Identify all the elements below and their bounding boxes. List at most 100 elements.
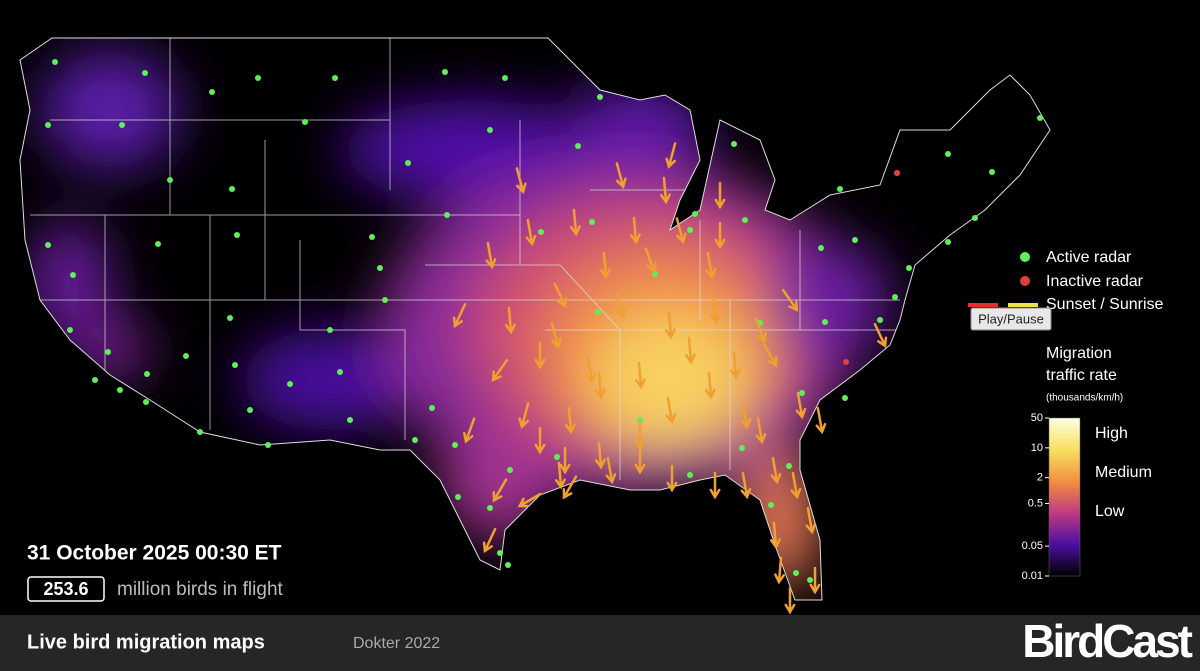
flight-arrow	[660, 176, 671, 205]
active-radar	[405, 160, 411, 166]
active-radar	[452, 442, 458, 448]
active-radar	[332, 75, 338, 81]
footer-title: Live bird migration maps	[27, 631, 265, 653]
active-radar	[455, 494, 461, 500]
active-radar	[52, 59, 58, 65]
active-radar	[989, 169, 995, 175]
active-radar	[742, 217, 748, 223]
active-radar	[234, 232, 240, 238]
active-radar	[687, 472, 693, 478]
active-radar	[906, 265, 912, 271]
flight-arrow	[809, 566, 821, 595]
sunset-symbol	[968, 303, 998, 307]
flight-arrow	[740, 401, 752, 430]
flight-arrow	[730, 351, 741, 380]
flight-arrow	[665, 396, 677, 425]
active-radar	[377, 265, 383, 271]
flight-arrow	[491, 358, 509, 382]
level-label: Medium	[1095, 464, 1152, 481]
active-radar	[45, 242, 51, 248]
active-radar	[972, 215, 978, 221]
flight-arrow	[795, 391, 807, 420]
flight-arrow	[565, 406, 576, 435]
level-label: Low	[1095, 503, 1125, 520]
active-radar	[842, 395, 848, 401]
active-radar	[197, 429, 203, 435]
scale-tick-label: 0.01	[1022, 570, 1043, 582]
legend-label: Active radar	[1046, 249, 1132, 266]
active-radar	[497, 550, 503, 556]
active-radar	[818, 245, 824, 251]
flight-arrow	[515, 167, 527, 194]
active-radar	[538, 229, 544, 235]
footer-credit: Dokter 2022	[353, 635, 440, 652]
active-radar	[229, 186, 235, 192]
active-radar	[209, 89, 215, 95]
flight-arrow	[675, 217, 687, 244]
flight-arrow	[600, 251, 611, 280]
active-radar	[595, 309, 601, 315]
flight-arrow	[555, 461, 566, 490]
flight-arrow	[805, 506, 817, 535]
active-radar	[852, 237, 858, 243]
flight-arrow	[685, 336, 696, 365]
active-radar	[144, 371, 150, 377]
flight-arrow	[534, 341, 546, 370]
flight-arrow	[714, 181, 726, 210]
scale-tick-label: 50	[1031, 412, 1043, 424]
active-radar	[1037, 115, 1043, 121]
brand-logo[interactable]: BirdCast	[1022, 615, 1195, 667]
inactive-radar-symbol	[1020, 276, 1030, 286]
flight-arrow	[770, 456, 782, 485]
flight-arrow	[559, 446, 571, 475]
active-radar	[119, 122, 125, 128]
flight-arrow	[784, 586, 796, 615]
count-box	[27, 576, 105, 602]
active-radar	[347, 417, 353, 423]
active-radar	[502, 75, 508, 81]
active-radar	[652, 271, 658, 277]
flight-arrow	[534, 426, 546, 455]
scale-ticks: 50 10 2 0.5 0.05 0.01	[1022, 412, 1049, 582]
flight-arrow	[605, 456, 617, 485]
active-radar	[183, 353, 189, 359]
flight-arrow	[709, 471, 721, 500]
active-radar	[892, 294, 898, 300]
flight-arrows	[452, 142, 888, 615]
flight-arrow	[740, 471, 752, 500]
flight-arrow	[595, 371, 606, 400]
flight-arrow	[570, 208, 581, 237]
active-radar	[505, 562, 511, 568]
flight-arrow	[505, 306, 516, 335]
active-radar	[327, 327, 333, 333]
active-radar	[739, 445, 745, 451]
play-pause-tooltip[interactable]	[970, 307, 1052, 331]
active-radar	[692, 211, 698, 217]
active-radar	[70, 272, 76, 278]
flight-arrow	[634, 446, 646, 475]
scale-title: traffic rate	[1046, 367, 1117, 384]
flight-arrow	[635, 361, 646, 390]
flight-arrow	[705, 371, 716, 400]
active-radar	[487, 505, 493, 511]
scale-units: (thousands/km/h)	[1046, 393, 1123, 404]
active-radar	[442, 69, 448, 75]
flight-arrow	[666, 464, 678, 493]
flight-arrow	[774, 556, 785, 585]
active-radar	[167, 177, 173, 183]
tooltip-text[interactable]: Play/Pause	[978, 311, 1044, 326]
flight-arrow	[585, 356, 597, 385]
active-radar	[369, 234, 375, 240]
flight-arrow	[705, 251, 717, 280]
flight-arrow	[665, 311, 676, 340]
flight-arrow	[630, 216, 641, 245]
flight-arrow	[754, 317, 767, 344]
sunrise-symbol	[1008, 303, 1038, 307]
radar-sites	[45, 59, 1043, 583]
active-radar	[768, 502, 774, 508]
scale-tick-label: 10	[1031, 442, 1043, 454]
flight-arrow	[517, 492, 542, 508]
active-radar	[786, 463, 792, 469]
active-radar	[731, 141, 737, 147]
